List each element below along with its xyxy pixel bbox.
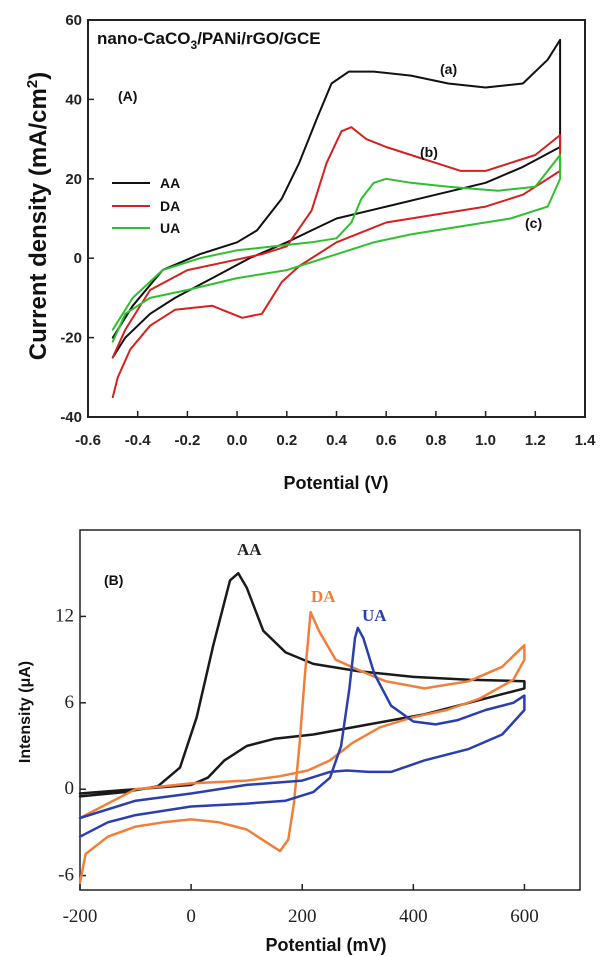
- panel-b-series-ua-line: [78, 626, 526, 838]
- panel-b-x-ticks: -200 0 200 400 600: [63, 884, 539, 927]
- curve-label-a: (a): [440, 61, 457, 77]
- panel-a-x-tick-label: 0.4: [326, 432, 348, 449]
- panel-a-y-tick-label: -20: [60, 330, 82, 347]
- panel-b-x-tick-label: 200: [288, 906, 317, 927]
- panel-a-x-ticks: -0.6 -0.4 -0.2 0.0 0.2 0.4 0.6 0.8 1.0 1.2 1.4: [75, 411, 596, 449]
- panel-a-x-tick-label: 0.2: [276, 432, 297, 449]
- panel-b-label: (B): [104, 572, 123, 588]
- legend-label-ua: UA: [160, 220, 180, 236]
- curve-label-c: (c): [525, 215, 542, 231]
- panel-b-y-tick-label: 12: [55, 605, 74, 626]
- panel-a-x-tick-label: -0.6: [75, 432, 101, 449]
- peak-label-ua: UA: [362, 606, 387, 625]
- peak-label-da: DA: [311, 587, 336, 606]
- panel-a-legend: AA DA UA: [112, 175, 180, 236]
- panel-a-x-tick-label: -0.4: [125, 432, 152, 449]
- panel-b-y-axis-label: Intensity (μA): [17, 661, 34, 763]
- panel-b-y-ticks: -6 0 6 12: [55, 605, 86, 886]
- legend-label-da: DA: [160, 198, 180, 214]
- panel-b-x-tick-label: -200: [63, 906, 98, 927]
- panel-a: -40 -20 0 20 40 60 -0.6 -0.4 -0.2 0.0 0.2 0.4 0.6 0.…: [24, 12, 596, 493]
- panel-a-series: [111, 38, 562, 399]
- panel-b-x-tick-label: 600: [510, 906, 539, 927]
- panel-a-y-axis-label: Current density (mA/cm2): [24, 72, 52, 360]
- panel-a-series-ua-line: [111, 154, 562, 343]
- panel-a-series-da-line: [111, 126, 562, 399]
- curve-label-b: (b): [420, 144, 438, 160]
- panel-a-x-tick-label: 0.0: [227, 432, 248, 449]
- panel-b-y-tick-label: 0: [65, 778, 75, 799]
- panel-a-x-tick-label: 1.4: [575, 432, 597, 449]
- panel-b: -6 0 6 12 -200 0 200 400 600 (B) AA DA UA Inten…: [17, 529, 581, 955]
- panel-a-y-tick-label: 20: [65, 171, 82, 188]
- panel-a-y-tick-label: 0: [74, 250, 82, 267]
- panel-a-title: nano-CaCO3/PANi/rGO/GCE: [97, 29, 321, 52]
- panel-b-y-tick-label: -6: [58, 865, 74, 886]
- panel-a-y-tick-label: 60: [65, 12, 82, 29]
- panel-a-x-axis-label: Potential (V): [283, 473, 388, 493]
- panel-a-x-tick-label: 0.6: [376, 432, 397, 449]
- panel-b-series: [78, 571, 526, 885]
- panel-b-x-tick-label: 400: [399, 906, 428, 927]
- legend-label-aa: AA: [160, 175, 180, 191]
- panel-a-x-tick-label: 0.8: [425, 432, 446, 449]
- panel-a-x-tick-label: -0.2: [174, 432, 200, 449]
- panel-a-x-tick-label: 1.0: [475, 432, 496, 449]
- panel-a-label: (A): [118, 88, 137, 104]
- panel-b-x-tick-label: 0: [186, 906, 196, 927]
- panel-b-plot-frame: [79, 529, 581, 891]
- panel-b-y-tick-label: 6: [65, 692, 75, 713]
- panel-b-series-da-line: [78, 610, 526, 885]
- panel-b-x-axis-label: Potential (mV): [265, 935, 386, 955]
- panel-a-x-tick-label: 1.2: [525, 432, 546, 449]
- panel-b-series-aa-line: [78, 571, 526, 798]
- peak-label-aa: AA: [237, 540, 262, 559]
- panel-a-y-tick-label: 40: [65, 91, 82, 108]
- panel-a-y-ticks: -40 -20 0 20 40 60: [60, 12, 94, 426]
- panel-a-y-tick-label: -40: [60, 409, 82, 426]
